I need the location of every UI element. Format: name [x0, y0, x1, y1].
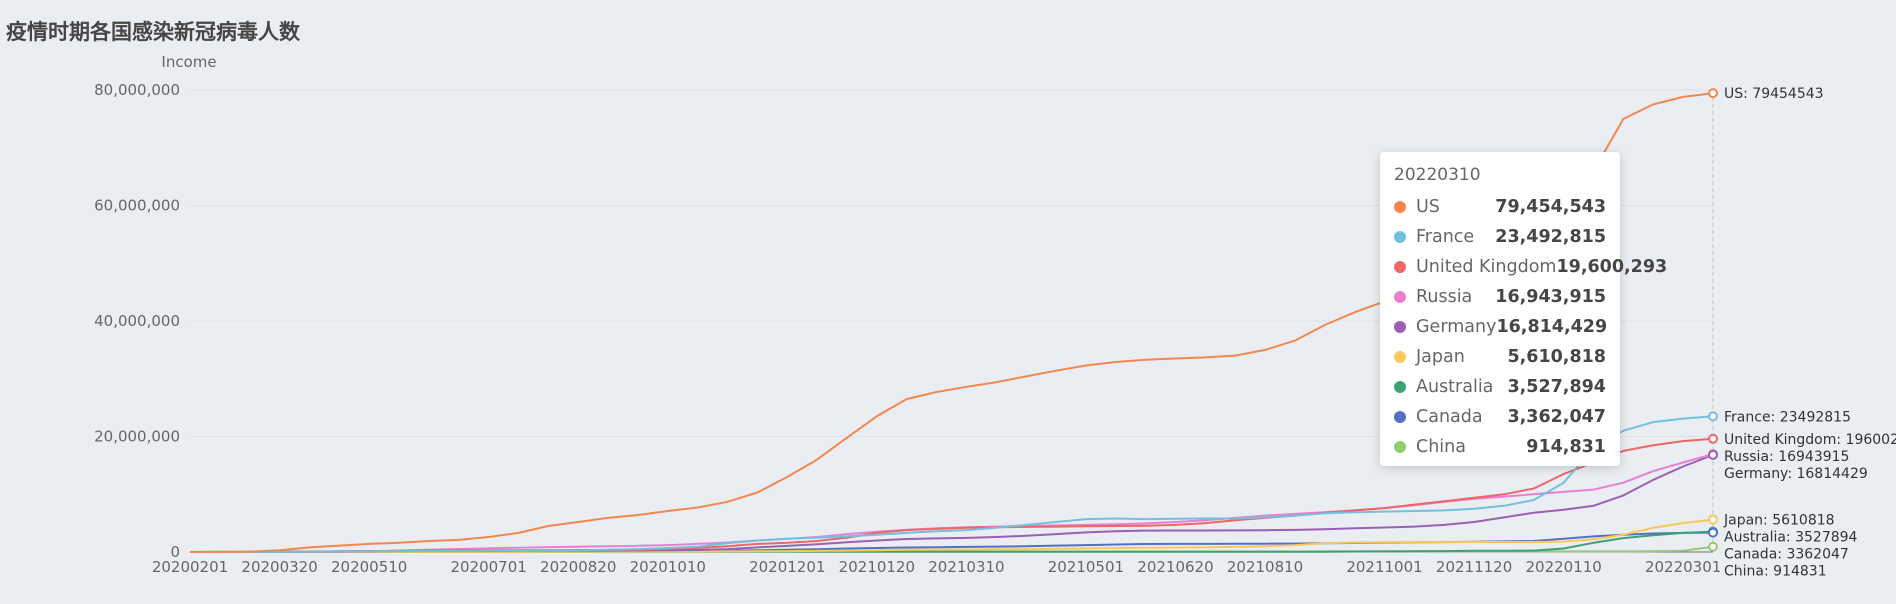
- tooltip-series-value: 3,362,047: [1507, 407, 1606, 427]
- legend-dot-icon: [1394, 291, 1406, 303]
- data-point: [1708, 514, 1718, 525]
- y-tick-label: 0: [170, 543, 180, 561]
- tooltip-series-value: 23,492,815: [1495, 227, 1606, 247]
- tooltip-series-value: 5,610,818: [1507, 347, 1606, 367]
- legend-dot-icon: [1394, 231, 1406, 243]
- series-end-label: Canada: 3362047: [1724, 547, 1849, 563]
- tooltip-series-value: 19,600,293: [1556, 257, 1668, 277]
- x-tick-label: 20201010: [630, 558, 706, 576]
- tooltip-row: Germany 16,814,429: [1394, 312, 1608, 342]
- legend-dot-icon: [1394, 321, 1406, 333]
- series-end-label: Australia: 3527894: [1724, 530, 1858, 546]
- tooltip-row: Russia 16,943,915: [1394, 282, 1606, 312]
- tooltip-series-name: US: [1416, 197, 1440, 217]
- tooltip-series-value: 16,814,429: [1496, 317, 1608, 337]
- data-point: [1708, 449, 1718, 460]
- legend-dot-icon: [1394, 351, 1406, 363]
- data-point: [1708, 527, 1718, 538]
- y-tick-label: 40,000,000: [94, 312, 180, 330]
- tooltip-rows: US 79,454,543 France 23,492,815 United Kingd…: [1394, 192, 1667, 462]
- tooltip-row: France 23,492,815: [1394, 222, 1606, 252]
- tooltip-series-value: 79,454,543: [1495, 197, 1606, 217]
- tooltip-series-name: Australia: [1416, 377, 1494, 397]
- x-tick-label: 20200320: [241, 558, 317, 576]
- x-tick-label: 20210501: [1048, 558, 1124, 576]
- x-tick-label: 20211120: [1436, 558, 1512, 576]
- y-tick-label: 20,000,000: [94, 428, 180, 446]
- x-tick-label: 20210120: [839, 558, 915, 576]
- x-tick-label: 20200820: [540, 558, 616, 576]
- x-tick-label: 20210310: [928, 558, 1004, 576]
- x-tick-label: 20201201: [749, 558, 825, 576]
- tooltip-date: 20220310: [1394, 165, 1481, 185]
- tooltip-series-name: Russia: [1416, 287, 1473, 307]
- legend-dot-icon: [1394, 441, 1406, 453]
- tooltip-row: United Kingdom 19,600,293: [1394, 252, 1667, 282]
- tooltip-series-name: Germany: [1416, 317, 1497, 337]
- tooltip-series-value: 914,831: [1526, 437, 1606, 457]
- data-point: [1708, 541, 1718, 552]
- tooltip-series-value: 3,527,894: [1507, 377, 1606, 397]
- series-end-label: Germany: 16814429: [1724, 466, 1868, 482]
- tooltip-row: China 914,831: [1394, 432, 1606, 462]
- series-end-label: US: 79454543: [1724, 86, 1824, 102]
- tooltip-series-name: Canada: [1416, 407, 1483, 427]
- data-point: [1708, 411, 1718, 422]
- series-end-label: United Kingdom: 19600293: [1724, 432, 1896, 448]
- series-end-label: France: 23492815: [1724, 409, 1851, 425]
- legend-dot-icon: [1394, 381, 1406, 393]
- series-end-label: Russia: 16943915: [1724, 449, 1849, 465]
- tooltip-row: Japan 5,610,818: [1394, 342, 1606, 372]
- tooltip-series-name: Japan: [1416, 347, 1465, 367]
- x-tick-label: 20200701: [450, 558, 526, 576]
- tooltip-series-name: France: [1416, 227, 1475, 247]
- data-point: [1708, 88, 1718, 99]
- y-tick-label: 80,000,000: [94, 81, 180, 99]
- data-point: [1708, 433, 1718, 444]
- x-tick-label: 20220110: [1526, 558, 1602, 576]
- x-tick-label: 20211001: [1346, 558, 1422, 576]
- legend-dot-icon: [1394, 201, 1406, 213]
- tooltip-row: Canada 3,362,047: [1394, 402, 1606, 432]
- tooltip-row: Australia 3,527,894: [1394, 372, 1606, 402]
- legend-dot-icon: [1394, 411, 1406, 423]
- y-tick-label: 60,000,000: [94, 197, 180, 215]
- tooltip-series-name: China: [1416, 437, 1466, 457]
- x-tick-label: 20200201: [152, 558, 228, 576]
- y-axis-label: Income: [161, 53, 216, 71]
- series-line: [190, 415, 1714, 553]
- tooltip-series-name: United Kingdom: [1416, 257, 1557, 277]
- tooltip-row: US 79,454,543: [1394, 192, 1606, 222]
- tooltip-series-value: 16,943,915: [1495, 287, 1606, 307]
- series-end-label: Japan: 5610818: [1723, 513, 1835, 529]
- x-tick-label: 20210620: [1137, 558, 1213, 576]
- x-tick-label: 20200510: [331, 558, 407, 576]
- series-end-label: China: 914831: [1724, 564, 1827, 580]
- tooltip: 20220310 US 79,454,543 France 23,492,815 Uni…: [1380, 152, 1667, 466]
- x-tick-label: 20220301: [1645, 558, 1721, 576]
- chart-title: 疫情时期各国感染新冠病毒人数: [6, 20, 300, 44]
- x-tick-label: 20210810: [1227, 558, 1303, 576]
- legend-dot-icon: [1394, 261, 1406, 273]
- series-line: [190, 453, 1714, 553]
